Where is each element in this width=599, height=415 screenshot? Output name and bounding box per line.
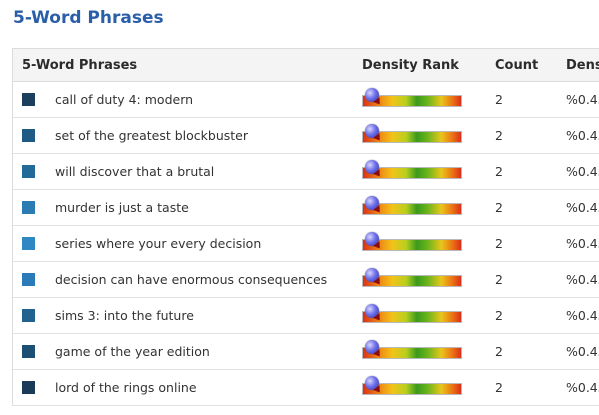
color-square-icon [22, 201, 35, 214]
color-square-icon [22, 273, 35, 286]
density-rank-cell [351, 261, 485, 298]
density-rank-cell [351, 153, 485, 190]
density-rank-cell [351, 297, 485, 334]
header-density-rank: Density Rank [351, 49, 485, 82]
phrase-text: series where your every decision [55, 236, 262, 251]
color-square-icon [22, 129, 35, 142]
phrase-cell: decision can have enormous consequences [13, 261, 351, 298]
gauge-pin-icon [365, 375, 379, 390]
phrase-text: lord of the rings online [55, 380, 197, 395]
color-square-icon [22, 309, 35, 322]
color-square-icon [22, 93, 35, 106]
table-row: decision can have enormous consequences 2… [13, 261, 599, 298]
phrase-text: murder is just a taste [55, 200, 189, 215]
phrase-cell: call of duty 4: modern [13, 81, 351, 118]
density-rank-cell [351, 333, 485, 370]
gauge-pin-icon [365, 123, 379, 138]
phrase-text: set of the greatest blockbuster [55, 128, 248, 143]
table-row: will discover that a brutal 2%0.45 [13, 153, 599, 190]
count-cell: 2 [485, 369, 556, 406]
phrase-text: sims 3: into the future [55, 308, 194, 323]
table-header-row: 5-Word Phrases Density Rank Count Densit… [13, 49, 599, 82]
phrase-wrap: lord of the rings online [13, 380, 351, 395]
header-density: Density [556, 49, 599, 82]
density-gauge [362, 231, 462, 251]
count-cell: 2 [485, 81, 556, 118]
density-cell: %0.45 [556, 225, 599, 262]
density-rank-cell [351, 189, 485, 226]
table-row: set of the greatest blockbuster 2%0.45 [13, 117, 599, 154]
phrase-cell: will discover that a brutal [13, 153, 351, 190]
phrase-wrap: series where your every decision [13, 236, 351, 251]
phrase-text: call of duty 4: modern [55, 92, 194, 107]
density-cell: %0.45 [556, 261, 599, 298]
phrase-wrap: game of the year edition [13, 344, 351, 359]
gauge-pin-icon [365, 267, 379, 282]
phrase-wrap: set of the greatest blockbuster [13, 128, 351, 143]
phrase-cell: series where your every decision [13, 225, 351, 262]
phrase-wrap: call of duty 4: modern [13, 92, 351, 107]
count-cell: 2 [485, 297, 556, 334]
color-square-icon [22, 165, 35, 178]
phrase-text: game of the year edition [55, 344, 210, 359]
phrase-cell: lord of the rings online [13, 369, 351, 406]
gauge-pin-icon [365, 159, 379, 174]
gauge-pin-icon [365, 87, 379, 102]
density-gauge [362, 159, 462, 179]
phrase-cell: murder is just a taste [13, 189, 351, 226]
gauge-pin-icon [365, 339, 379, 354]
table-row: game of the year edition 2%0.45 [13, 333, 599, 370]
page-title: 5-Word Phrases [13, 8, 164, 28]
table-row: sims 3: into the future 2%0.45 [13, 297, 599, 334]
phrase-wrap: decision can have enormous consequences [13, 272, 351, 287]
phrase-wrap: will discover that a brutal [13, 164, 351, 179]
count-cell: 2 [485, 333, 556, 370]
density-rank-cell [351, 225, 485, 262]
count-cell: 2 [485, 117, 556, 154]
count-cell: 2 [485, 189, 556, 226]
header-count: Count [485, 49, 556, 82]
color-square-icon [22, 237, 35, 250]
count-cell: 2 [485, 153, 556, 190]
density-gauge [362, 303, 462, 323]
density-gauge [362, 375, 462, 395]
density-cell: %0.45 [556, 297, 599, 334]
gauge-pin-icon [365, 231, 379, 246]
phrase-text: decision can have enormous consequences [55, 272, 328, 287]
table-row: call of duty 4: modern 2%0.45 [13, 81, 599, 118]
table-row: lord of the rings online 2%0.45 [13, 369, 599, 406]
phrase-cell: sims 3: into the future [13, 297, 351, 334]
table-row: series where your every decision 2%0.45 [13, 225, 599, 262]
color-square-icon [22, 381, 35, 394]
count-cell: 2 [485, 225, 556, 262]
density-cell: %0.45 [556, 81, 599, 118]
density-gauge [362, 339, 462, 359]
density-rank-cell [351, 369, 485, 406]
phrase-cell: game of the year edition [13, 333, 351, 370]
density-gauge [362, 87, 462, 107]
phrase-wrap: murder is just a taste [13, 200, 351, 215]
density-gauge [362, 123, 462, 143]
header-phrase: 5-Word Phrases [13, 49, 351, 82]
gauge-pin-icon [365, 303, 379, 318]
density-cell: %0.45 [556, 189, 599, 226]
count-cell: 2 [485, 261, 556, 298]
density-cell: %0.45 [556, 153, 599, 190]
phrase-wrap: sims 3: into the future [13, 308, 351, 323]
density-rank-cell [351, 117, 485, 154]
density-cell: %0.45 [556, 117, 599, 154]
phrases-table-container: 5-Word Phrases Density Rank Count Densit… [12, 48, 599, 406]
density-cell: %0.45 [556, 333, 599, 370]
color-square-icon [22, 345, 35, 358]
density-gauge [362, 195, 462, 215]
density-rank-cell [351, 81, 485, 118]
density-cell: %0.45 [556, 369, 599, 406]
density-gauge [362, 267, 462, 287]
phrase-cell: set of the greatest blockbuster [13, 117, 351, 154]
phrases-table: 5-Word Phrases Density Rank Count Densit… [13, 49, 599, 406]
gauge-pin-icon [365, 195, 379, 210]
table-row: murder is just a taste 2%0.45 [13, 189, 599, 226]
phrase-text: will discover that a brutal [55, 164, 215, 179]
